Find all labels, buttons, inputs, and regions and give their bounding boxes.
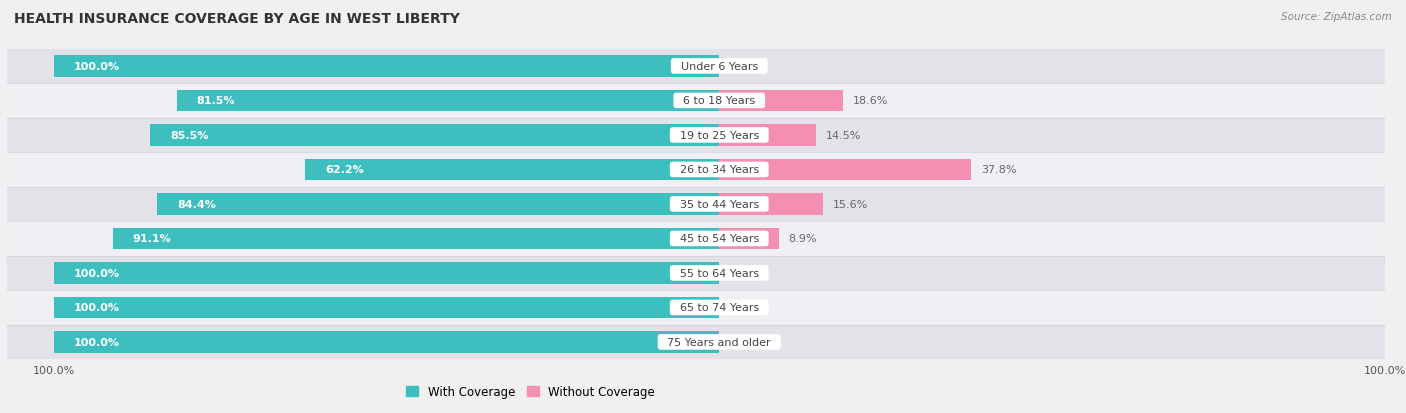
Bar xyxy=(53,297,720,318)
Text: HEALTH INSURANCE COVERAGE BY AGE IN WEST LIBERTY: HEALTH INSURANCE COVERAGE BY AGE IN WEST… xyxy=(14,12,460,26)
Text: Under 6 Years: Under 6 Years xyxy=(673,62,765,72)
Text: 19 to 25 Years: 19 to 25 Years xyxy=(672,131,766,140)
Text: 0.0%: 0.0% xyxy=(730,337,758,347)
Text: Source: ZipAtlas.com: Source: ZipAtlas.com xyxy=(1281,12,1392,22)
Text: 14.5%: 14.5% xyxy=(825,131,860,140)
Text: 8.9%: 8.9% xyxy=(789,234,817,244)
Text: 6 to 18 Years: 6 to 18 Years xyxy=(676,96,762,106)
Bar xyxy=(53,56,720,78)
Text: 84.4%: 84.4% xyxy=(177,199,217,209)
Text: 100.0%: 100.0% xyxy=(73,337,120,347)
Text: 75 Years and older: 75 Years and older xyxy=(661,337,778,347)
Text: 0.0%: 0.0% xyxy=(730,303,758,313)
Bar xyxy=(7,50,1385,84)
Bar xyxy=(53,263,720,284)
Bar xyxy=(305,159,720,181)
Text: 18.6%: 18.6% xyxy=(853,96,889,106)
Bar xyxy=(720,194,823,215)
Text: 81.5%: 81.5% xyxy=(197,96,235,106)
Bar xyxy=(177,90,720,112)
Text: 91.1%: 91.1% xyxy=(132,234,172,244)
Bar xyxy=(7,325,1385,359)
Text: 37.8%: 37.8% xyxy=(981,165,1017,175)
Text: 35 to 44 Years: 35 to 44 Years xyxy=(672,199,766,209)
Bar xyxy=(720,125,815,146)
Bar xyxy=(720,228,779,249)
Bar xyxy=(7,84,1385,119)
Text: 65 to 74 Years: 65 to 74 Years xyxy=(672,303,766,313)
Bar xyxy=(157,194,720,215)
Bar xyxy=(7,153,1385,187)
Bar xyxy=(720,90,844,112)
Text: 100.0%: 100.0% xyxy=(73,303,120,313)
Bar xyxy=(7,222,1385,256)
Bar xyxy=(7,119,1385,153)
Text: 26 to 34 Years: 26 to 34 Years xyxy=(672,165,766,175)
Legend: With Coverage, Without Coverage: With Coverage, Without Coverage xyxy=(402,381,659,403)
Bar xyxy=(7,187,1385,222)
Text: 15.6%: 15.6% xyxy=(834,199,869,209)
Bar xyxy=(7,256,1385,290)
Bar xyxy=(112,228,720,249)
Text: 45 to 54 Years: 45 to 54 Years xyxy=(672,234,766,244)
Text: 85.5%: 85.5% xyxy=(170,131,208,140)
Text: 0.0%: 0.0% xyxy=(730,268,758,278)
Bar xyxy=(7,290,1385,325)
Bar xyxy=(720,159,972,181)
Text: 0.0%: 0.0% xyxy=(730,62,758,72)
Text: 100.0%: 100.0% xyxy=(73,268,120,278)
Text: 55 to 64 Years: 55 to 64 Years xyxy=(672,268,766,278)
Bar xyxy=(53,331,720,353)
Text: 62.2%: 62.2% xyxy=(325,165,364,175)
Bar xyxy=(150,125,720,146)
Text: 100.0%: 100.0% xyxy=(73,62,120,72)
